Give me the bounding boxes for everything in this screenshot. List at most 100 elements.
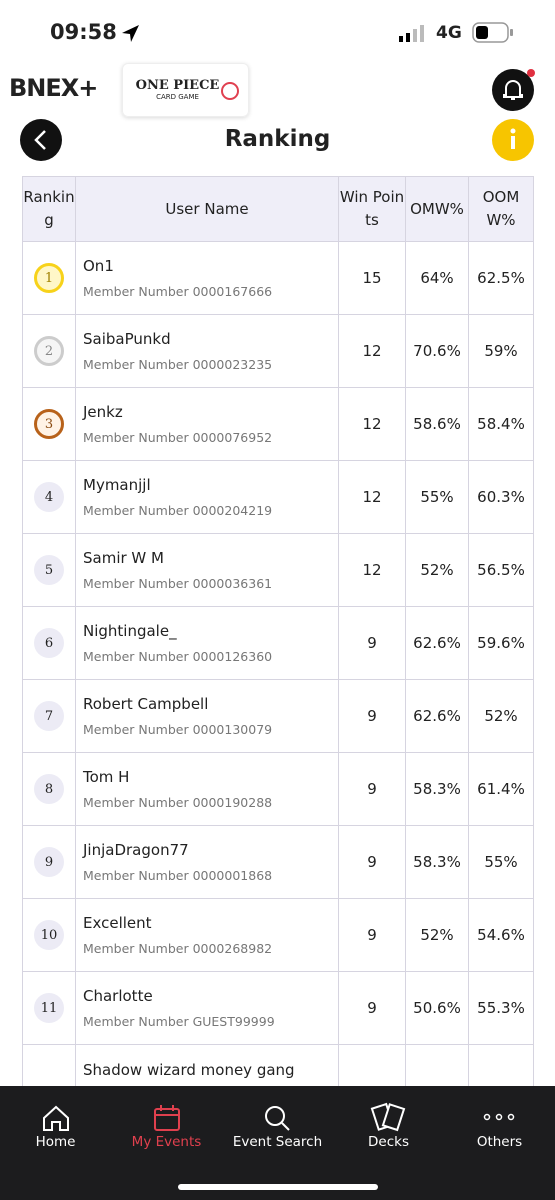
user-name: Nightingale_ [83,622,177,640]
points-cell: 9 [338,606,406,680]
rank-cell: 5 [22,533,76,607]
omw-cell: 50.6% [405,971,469,1045]
oomw: 54.6% [477,926,525,944]
user-cell: On1 Member Number 0000167666 [75,241,339,315]
omw: 62.6% [413,707,461,725]
rank-badge: 6 [34,628,64,658]
omw: 58.6% [413,415,461,433]
rank-cell: 1 [22,241,76,315]
oomw: 59.6% [477,634,525,652]
points: 12 [362,561,382,579]
omw: 52% [420,926,454,944]
oomw-cell: 60.3% [468,460,534,534]
user-cell: Jenkz Member Number 0000076952 [75,387,339,461]
time: 09:58 [50,20,117,44]
app-logo: BNEX+ [9,74,98,102]
rank-cell: 10 [22,898,76,972]
rank-cell: 4 [22,460,76,534]
points: 9 [367,780,377,798]
points-cell: 15 [338,241,406,315]
network: 4G [436,23,462,43]
member-number: Member Number 0000036361 [83,576,273,591]
brand: ONE PIECE [135,78,220,93]
ranking-row: 1 On1 Member Number 0000167666 15 64% 62.5% [22,241,534,315]
home-indicator [178,1184,378,1190]
oomw-cell: 62.5% [468,241,534,315]
nav-item[interactable]: Others [476,1134,523,1150]
rank-cell: 6 [22,606,76,680]
user-cell: Samir W M Member Number 0000036361 [75,533,339,607]
ranking-row: 11 Charlotte Member Number GUEST99999 9 50.6… [22,971,534,1045]
ranking-table: Ranking User Name Win Points OMW% OOMW% 1 On1 M… [22,176,534,1134]
oomw-cell: 56.5% [468,533,534,607]
user-cell: Excellent Member Number 0000268982 [75,898,339,972]
points: 15 [362,269,382,287]
omw-cell: 62.6% [405,679,469,753]
oomw-cell: 55% [468,825,534,899]
points: 9 [367,853,377,871]
nav-item[interactable]: My Events [131,1134,202,1150]
points-cell: 9 [338,971,406,1045]
member-number: Member Number 0000126360 [83,649,273,664]
ranking-row: 4 Mymanjjl Member Number 0000204219 12 55% 60… [22,460,534,534]
rank-badge: 3 [34,409,64,439]
oomw-cell: 54.6% [468,898,534,972]
rank-badge: 9 [34,847,64,877]
oomw-cell: 61.4% [468,752,534,826]
oomw: 62.5% [477,269,525,287]
notification-button[interactable] [491,67,539,113]
oomw-cell: 55.3% [468,971,534,1045]
rank-badge: 7 [34,701,64,731]
points: 12 [362,415,382,433]
omw-cell: 58.3% [405,825,469,899]
rank-cell: 11 [22,971,76,1045]
brand-logo: ONE PIECE CARD GAME [122,63,249,117]
rank-cell: 9 [22,825,76,899]
ranking-row: 6 Nightingale_ Member Number 0000126360 9 62… [22,606,534,680]
back-button[interactable] [20,119,64,163]
rank-cell: 2 [22,314,76,388]
member-number: Member Number 0000001868 [83,868,273,883]
oomw-cell: 59% [468,314,534,388]
nav-item[interactable]: Decks [368,1134,409,1150]
info-button[interactable] [491,119,535,163]
ranking-row: 10 Excellent Member Number 0000268982 9 52% 5… [22,898,534,972]
member-number: Member Number 0000268982 [83,941,273,956]
member-number: Member Number 0000130079 [83,722,273,737]
member-number: Member Number 0000167666 [83,284,273,299]
ranking-row: 5 Samir W M Member Number 0000036361 12 52% 5… [22,533,534,607]
nav-item[interactable]: Home [35,1134,76,1150]
member-number: Member Number GUEST99999 [83,1014,275,1029]
points-cell: 9 [338,825,406,899]
omw: 58.3% [413,780,461,798]
points-cell: 9 [338,679,406,753]
user-name: Excellent [83,914,152,932]
rank-badge: 5 [34,555,64,585]
rank-cell: 7 [22,679,76,753]
omw-cell: 62.6% [405,606,469,680]
points: 12 [362,488,382,506]
omw: 55% [420,488,454,506]
oomw-cell: 58.4% [468,387,534,461]
omw: 62.6% [413,634,461,652]
user-name: On1 [83,257,114,275]
ranking-row: 7 Robert Campbell Member Number 0000130079… [22,679,534,753]
member-number: Member Number 0000076952 [83,430,273,445]
user-name: JinjaDragon77 [83,841,189,859]
omw-cell: 58.6% [405,387,469,461]
omw: 64% [420,269,454,287]
points-cell: 12 [338,387,406,461]
points: 9 [367,634,377,652]
bottom-nav: Home My Events Event Search Decks Others [0,1086,555,1200]
nav-item[interactable]: Event Search [232,1134,323,1150]
oomw: 58.4% [477,415,525,433]
oomw-cell: 59.6% [468,606,534,680]
user-cell: Tom H Member Number 0000190288 [75,752,339,826]
location-icon [122,25,139,42]
omw-cell: 70.6% [405,314,469,388]
user-cell: Charlotte Member Number GUEST99999 [75,971,339,1045]
rank-cell: 3 [22,387,76,461]
omw-cell: 55% [405,460,469,534]
points: 12 [362,342,382,360]
